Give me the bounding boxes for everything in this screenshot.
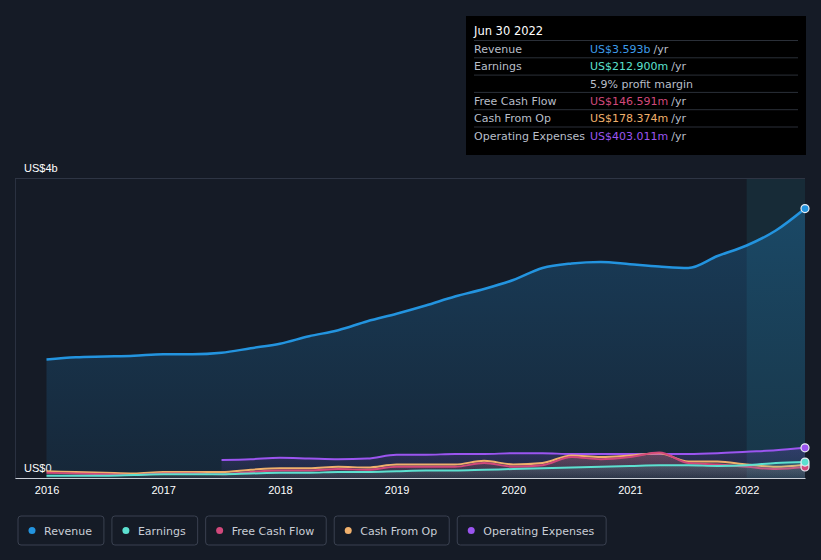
tooltip-value-row: US$212.900m/yr (590, 60, 686, 73)
x-tick-label: 2017 (151, 484, 175, 496)
x-tick: 2018 (268, 478, 292, 496)
legend-item[interactable]: Revenue (18, 516, 104, 545)
tooltip-title: Jun 30 2022 (473, 24, 543, 38)
legend-border (112, 516, 198, 545)
tooltip-value-row: 5.9% profit margin (590, 78, 693, 91)
tooltip-value: US$403.011m (590, 130, 668, 143)
tooltip-separator (474, 127, 798, 128)
tooltip-unit: /yr (671, 112, 686, 125)
x-tick: 2017 (151, 478, 175, 496)
tooltip-value-row: US$403.011m/yr (590, 130, 686, 143)
tooltip-value: US$146.591m (590, 95, 668, 108)
legend-item[interactable]: Free Cash Flow (206, 516, 327, 545)
tooltip-value: US$212.900m (590, 60, 668, 73)
legend-item[interactable]: Operating Expenses (457, 516, 606, 545)
tooltip-value-row: US$178.374m/yr (590, 112, 686, 125)
tooltip-label: Revenue (474, 43, 522, 56)
tooltip-value: 5.9% profit margin (590, 78, 693, 91)
series-area (47, 209, 805, 478)
plot-marks (47, 209, 805, 478)
x-tick-label: 2016 (35, 484, 59, 496)
legend-label: Operating Expenses (483, 525, 594, 538)
tooltip-unit: /yr (671, 60, 686, 73)
legend-label: Earnings (138, 525, 186, 538)
series-area (47, 453, 805, 479)
y-axis: US$0US$4b (15, 162, 805, 478)
tooltip-unit: /yr (654, 43, 669, 56)
x-tick-label: 2018 (268, 484, 292, 496)
tooltip-label: Free Cash Flow (474, 95, 557, 108)
end-dot (801, 458, 809, 466)
chart: US$0US$4b 2016 2017 2018 2019 2020 2021 2022 Jun… (0, 0, 821, 560)
legend-dot (122, 527, 129, 534)
tooltip: Jun 30 2022 Revenue US$3.593b/yr Earnings US… (466, 16, 806, 155)
y-tick-label: US$4b (24, 162, 58, 174)
legend-border (334, 516, 449, 545)
end-dot (801, 205, 809, 213)
x-tick: 2021 (618, 478, 642, 496)
legend-item[interactable]: Cash From Op (334, 516, 449, 545)
tooltip-separator (474, 57, 798, 58)
tooltip-separator (474, 75, 798, 76)
tooltip-separator (474, 109, 798, 110)
tooltip-bg (466, 16, 806, 155)
legend-item[interactable]: Earnings (112, 516, 198, 545)
y-axis-line (15, 179, 16, 479)
tooltip-label: Cash From Op (474, 112, 551, 125)
series-area (47, 453, 805, 478)
series-area (47, 462, 805, 478)
series-line (222, 448, 805, 460)
tooltip-value-row: US$146.591m/yr (590, 95, 686, 108)
series-line (47, 462, 805, 476)
end-dot (801, 444, 809, 452)
x-tick-label: 2021 (618, 484, 642, 496)
tooltip-value-row: US$3.593b/yr (590, 43, 669, 56)
tooltip-label: Earnings (474, 60, 522, 73)
x-tick-label: 2019 (385, 484, 409, 496)
legend-label: Revenue (44, 525, 92, 538)
series-line (47, 209, 805, 360)
end-dots (801, 205, 809, 471)
tooltip-separator (474, 92, 798, 93)
legend-border (457, 516, 606, 545)
y-tick: US$4b (15, 162, 805, 178)
x-tick: 2019 (385, 478, 409, 496)
x-tick-label: 2022 (735, 484, 759, 496)
tooltip-label: Operating Expenses (474, 130, 585, 143)
legend-dot (29, 527, 36, 534)
legend-label: Free Cash Flow (232, 525, 315, 538)
x-tick: 2020 (502, 478, 526, 496)
legend-dot (216, 527, 223, 534)
x-axis-line (16, 478, 806, 479)
tooltip-value: US$3.593b (590, 43, 651, 56)
x-tick: 2016 (35, 478, 59, 496)
legend-dot (345, 527, 352, 534)
x-tick-label: 2020 (502, 484, 526, 496)
background (0, 0, 821, 560)
legend-label: Cash From Op (360, 525, 437, 538)
grid-line (15, 478, 805, 479)
legend-border (206, 516, 327, 545)
tooltip-separator (474, 40, 798, 41)
tooltip-value: US$178.374m (590, 112, 668, 125)
tooltip-unit: /yr (671, 130, 686, 143)
tooltip-unit: /yr (671, 95, 686, 108)
legend-border (18, 516, 104, 545)
legend-dot (468, 527, 475, 534)
x-tick: 2022 (735, 478, 759, 496)
x-axis: 2016 2017 2018 2019 2020 2021 2022 (16, 478, 806, 496)
legend: Revenue Earnings Free Cash Flow Cash From O… (18, 516, 606, 545)
grid-line (15, 178, 805, 179)
